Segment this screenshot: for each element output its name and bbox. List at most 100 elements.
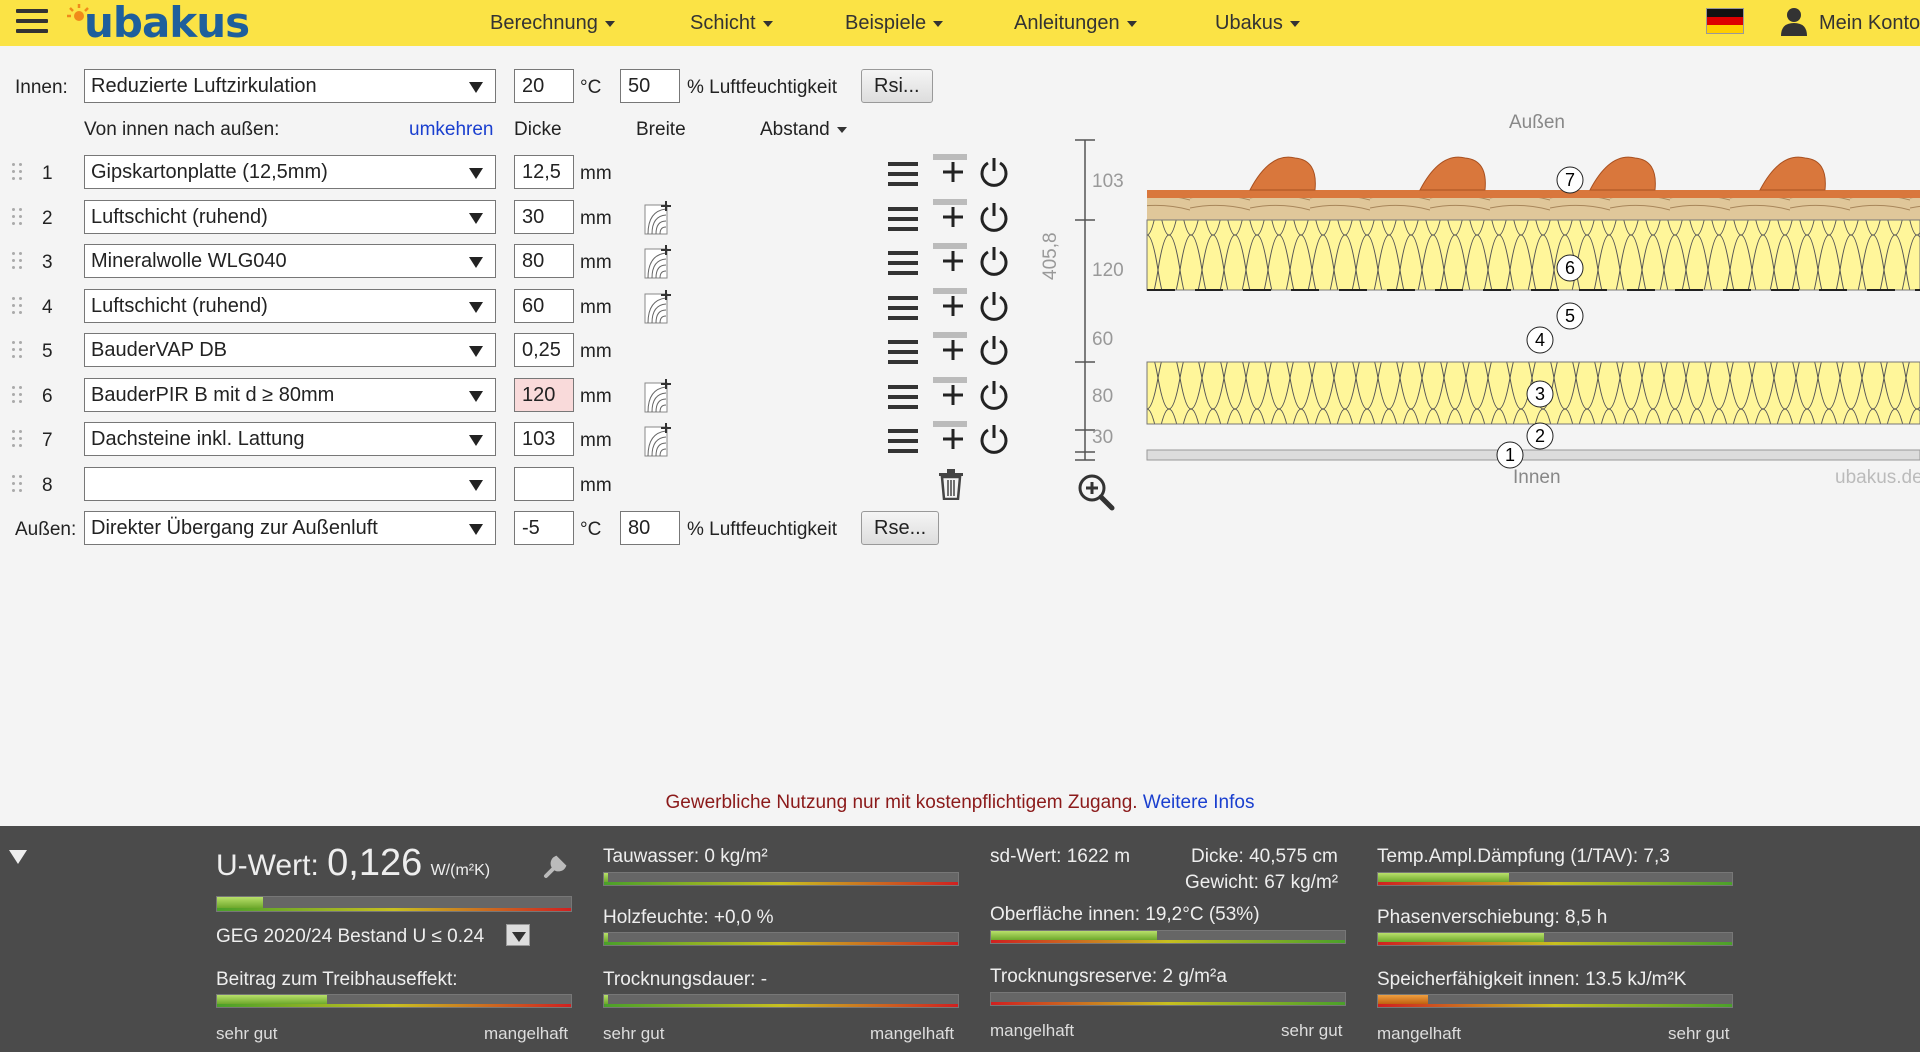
add-wood-section-icon[interactable]: [644, 377, 674, 413]
collapse-panel-icon[interactable]: [9, 850, 27, 864]
outside-climate-select[interactable]: Direkter Übergang zur Außenluft: [84, 511, 496, 545]
toggle-layer-power-icon[interactable]: [978, 290, 1010, 322]
drag-handle-icon[interactable]: [12, 474, 26, 493]
outside-humidity-label: % Luftfeuchtigkeit: [687, 519, 837, 540]
caret-down-icon: [604, 20, 615, 27]
add-wood-section-icon[interactable]: [644, 243, 674, 279]
german-flag-icon[interactable]: [1706, 8, 1744, 34]
layer-material-select[interactable]: Luftschicht (ruhend): [84, 288, 496, 323]
layer-material-select[interactable]: [84, 466, 496, 501]
layer-thickness-input[interactable]: 0,25: [514, 333, 574, 367]
add-layer-icon[interactable]: [933, 330, 969, 362]
layer-menu-icon[interactable]: [888, 251, 918, 275]
layer-menu-icon[interactable]: [888, 162, 918, 186]
toggle-layer-power-icon[interactable]: [978, 334, 1010, 366]
col-spacing-dropdown[interactable]: Abstand: [760, 119, 847, 141]
drag-handle-icon[interactable]: [12, 341, 26, 359]
layer-thickness-input[interactable]: 80: [514, 244, 574, 278]
layer-unit: mm: [580, 341, 612, 362]
delete-layer-icon[interactable]: [937, 468, 965, 500]
col-width: Breite: [636, 119, 686, 140]
add-layer-icon[interactable]: [933, 241, 969, 273]
layer-material-select[interactable]: Gipskartonplatte (12,5mm): [84, 155, 496, 189]
scale-good-label: sehr gut: [216, 1024, 278, 1043]
nav-berechnung[interactable]: Berechnung: [490, 12, 615, 35]
drag-handle-icon[interactable]: [12, 430, 26, 448]
layer-material-select[interactable]: BauderPIR B mit d ≥ 80mm: [84, 377, 496, 412]
caret-down-icon: [1126, 20, 1137, 27]
scale-bad-label: mangelhaft: [1377, 1024, 1462, 1043]
add-wood-section-icon[interactable]: [644, 288, 674, 324]
nav-anleitungen[interactable]: Anleitungen: [1014, 12, 1137, 35]
nav-ubakus[interactable]: Ubakus: [1215, 12, 1300, 35]
add-layer-icon[interactable]: [933, 375, 969, 407]
layer-unit: mm: [580, 296, 612, 318]
layer-thickness-input[interactable]: 12,5: [514, 155, 574, 189]
u-value: 0,126: [327, 842, 423, 884]
inside-humidity-input[interactable]: 50: [620, 69, 680, 103]
layer-cross-section-diagram[interactable]: 103 120 60 80 30 7 6 5 4 3 2 1: [1070, 130, 1920, 470]
dropdown-arrow-icon: [469, 479, 483, 491]
layer-material-select[interactable]: BauderVAP DB: [84, 333, 496, 367]
rsi-button[interactable]: Rsi...: [861, 69, 933, 103]
add-layer-icon[interactable]: [933, 152, 969, 184]
layer-menu-icon[interactable]: [888, 429, 918, 453]
scale-bad-label: mangelhaft: [870, 1024, 955, 1043]
user-icon[interactable]: [1780, 6, 1808, 36]
reverse-link[interactable]: umkehren: [409, 119, 494, 140]
layer-number: 7: [42, 430, 53, 451]
toggle-layer-power-icon[interactable]: [978, 201, 1010, 233]
add-layer-icon[interactable]: [933, 197, 969, 229]
add-layer-icon[interactable]: [933, 286, 969, 318]
account-label[interactable]: Mein Konto: [1819, 12, 1920, 34]
layer-thickness-input[interactable]: [514, 466, 574, 501]
drag-handle-icon[interactable]: [12, 385, 26, 404]
layer-material-select[interactable]: Dachsteine inkl. Lattung: [84, 422, 496, 456]
more-info-link[interactable]: Weitere Infos: [1142, 792, 1255, 813]
nav-beispiele[interactable]: Beispiele: [845, 12, 944, 35]
layer-material-select[interactable]: Luftschicht (ruhend): [84, 199, 496, 234]
layer-thickness-input[interactable]: 30: [514, 199, 574, 234]
drag-handle-icon[interactable]: [12, 207, 26, 226]
inside-temp-input[interactable]: 20: [514, 69, 574, 103]
layer-menu-icon[interactable]: [888, 384, 918, 409]
hamburger-menu-icon[interactable]: [16, 9, 48, 35]
plasterboard-layer: [1146, 449, 1920, 461]
dim-label: 120: [1092, 260, 1124, 281]
dropdown-arrow-icon: [469, 168, 483, 179]
add-wood-section-icon[interactable]: [644, 199, 674, 235]
add-wood-section-icon[interactable]: [644, 421, 674, 457]
drag-handle-icon[interactable]: [12, 163, 26, 181]
toggle-layer-power-icon[interactable]: [978, 156, 1010, 188]
inside-climate-select[interactable]: Reduzierte Luftzirkulation: [84, 69, 496, 103]
add-layer-icon[interactable]: [933, 419, 969, 451]
layer-menu-icon[interactable]: [888, 340, 918, 364]
outside-temp-unit: °C: [580, 519, 602, 540]
layer-thickness-input[interactable]: 120: [514, 377, 574, 412]
layer-number: 2: [42, 207, 53, 229]
outside-humidity-input[interactable]: 80: [620, 511, 680, 545]
layer-menu-icon[interactable]: [888, 295, 918, 320]
layer-number: 3: [42, 252, 53, 273]
rse-button[interactable]: Rse...: [861, 511, 940, 545]
layer-material-select[interactable]: Mineralwolle WLG040: [84, 244, 496, 278]
oberflaeche-label: Oberfläche innen: 19,2°C (53%): [990, 904, 1260, 925]
layer-menu-icon[interactable]: [888, 206, 918, 231]
wrench-icon[interactable]: [542, 852, 570, 880]
toggle-layer-power-icon[interactable]: [978, 245, 1010, 277]
layer-number: 1: [42, 163, 53, 184]
layer-thickness-input[interactable]: 60: [514, 288, 574, 323]
layer-thickness-input[interactable]: 103: [514, 422, 574, 456]
drag-handle-icon[interactable]: [12, 252, 26, 270]
logo[interactable]: ubakus: [84, 0, 250, 47]
outside-label: Außen:: [15, 519, 77, 540]
inside-label: Innen:: [15, 77, 68, 98]
marker-2: 2: [1535, 426, 1545, 446]
geg-dropdown[interactable]: [506, 924, 530, 946]
nav-schicht[interactable]: Schicht: [690, 12, 773, 35]
drag-handle-icon[interactable]: [12, 296, 26, 315]
toggle-layer-power-icon[interactable]: [978, 423, 1010, 455]
outside-temp-input[interactable]: -5: [514, 511, 574, 545]
zoom-in-icon[interactable]: [1076, 472, 1116, 512]
toggle-layer-power-icon[interactable]: [978, 379, 1010, 411]
